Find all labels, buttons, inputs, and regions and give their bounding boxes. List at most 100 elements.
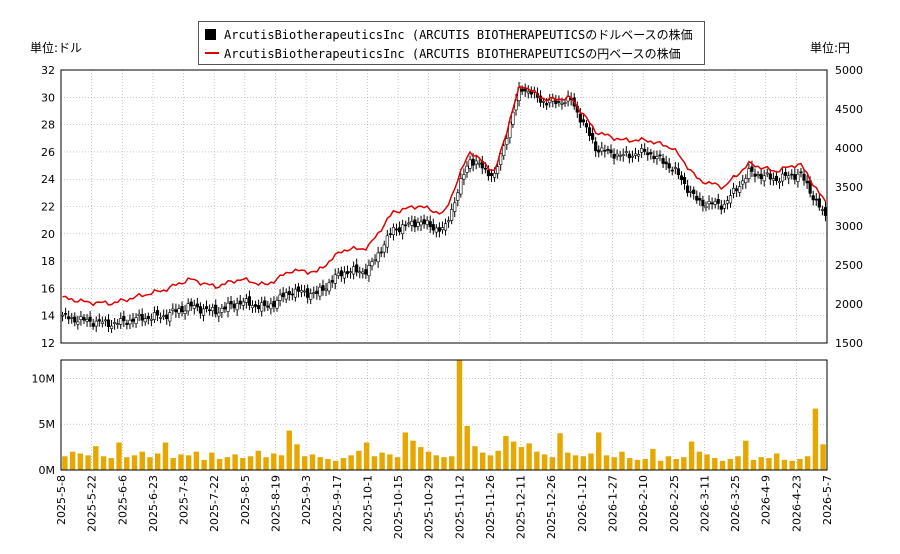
left-tick-label: 22	[41, 201, 55, 214]
candle-body	[149, 318, 153, 321]
volume-bar	[750, 459, 757, 470]
date-tick-label: 2026-5-7	[821, 475, 834, 525]
volume-bar	[247, 456, 254, 470]
volume-bar	[371, 456, 378, 470]
grid	[60, 69, 828, 471]
volume-bars	[62, 360, 826, 470]
candle-body	[591, 133, 595, 140]
candle-body	[106, 319, 111, 327]
candle-body	[489, 173, 494, 177]
volume-bar	[418, 447, 424, 470]
legend: ArcutisBiotherapeuticsInc (ARCUTIS BIOTH…	[198, 21, 705, 65]
candle-body	[676, 168, 680, 176]
candle-body	[358, 271, 362, 274]
candle-body	[324, 288, 328, 291]
date-tick-label: 2025-12-11	[515, 475, 528, 539]
date-tick-label: 2026-3-11	[698, 475, 711, 532]
candle-body	[410, 221, 414, 226]
volume-bar	[526, 443, 532, 470]
candle-body	[719, 205, 723, 210]
candle-body	[545, 103, 549, 106]
candle-body	[823, 207, 828, 216]
volume-bar	[224, 457, 231, 470]
candle-body	[336, 272, 340, 276]
candle-body	[459, 178, 463, 195]
candle-body	[450, 209, 454, 221]
candle-body	[327, 282, 331, 292]
left-tick-label: 28	[41, 119, 55, 132]
left-tick-label: 24	[41, 173, 55, 186]
candle-body	[612, 154, 616, 159]
candle-body	[428, 221, 432, 228]
candle-body	[618, 155, 622, 157]
candle-body	[762, 175, 766, 182]
candle-body	[407, 222, 411, 225]
candle-body	[526, 90, 530, 94]
candle-body	[465, 165, 469, 173]
candle-body	[738, 186, 742, 193]
volume-bar	[263, 457, 269, 470]
right-tick-label: 2000	[835, 298, 863, 311]
candle-body	[250, 305, 255, 309]
volume-bar	[626, 458, 633, 470]
volume-bar	[124, 457, 130, 470]
volume-tick-label: 5M	[39, 418, 56, 431]
candle-body	[416, 222, 420, 227]
candle-body	[266, 305, 270, 308]
date-tick-label: 2025-6-23	[147, 475, 160, 532]
date-tick-label: 2026-4-9	[760, 475, 773, 525]
candle-body	[698, 198, 702, 201]
candle-body	[174, 309, 178, 313]
candle-body	[168, 312, 172, 322]
candle-body	[180, 305, 184, 313]
candle-body	[419, 221, 423, 226]
date-tick-label: 2025-11-26	[484, 475, 497, 539]
candle-body	[425, 220, 429, 225]
candle-body	[728, 195, 733, 204]
candle-body	[376, 252, 380, 263]
candle-body	[379, 251, 383, 254]
candle-body	[321, 285, 325, 291]
volume-bar	[62, 456, 68, 470]
candle-body	[214, 304, 218, 315]
volume-bar	[665, 456, 672, 470]
candle-body	[247, 296, 252, 306]
volume-bar	[456, 360, 463, 470]
candle-body	[658, 154, 662, 157]
volume-bar	[735, 456, 741, 470]
legend-item-usd: ArcutisBiotherapeuticsInc (ARCUTIS BIOTH…	[205, 25, 693, 43]
candle-body	[339, 270, 343, 277]
candle-body	[171, 308, 175, 311]
candle-body	[686, 185, 690, 193]
candle-body	[652, 155, 656, 160]
volume-bar	[580, 456, 586, 470]
candle-body	[774, 175, 779, 182]
candle-body	[394, 228, 399, 231]
candle-body	[257, 305, 261, 310]
candle-body	[348, 271, 353, 273]
candle-body	[162, 315, 166, 317]
candle-body	[269, 303, 273, 310]
candle-body	[468, 159, 472, 169]
left-tick-label: 32	[41, 64, 55, 77]
candle-body	[299, 290, 304, 293]
volume-bar	[178, 454, 184, 470]
volume-bar	[387, 454, 393, 470]
volume-bar	[704, 454, 710, 470]
volume-bar	[302, 456, 308, 470]
volume-bar	[155, 453, 161, 470]
volume-bar	[294, 444, 300, 470]
date-tick-label: 2025-12-26	[545, 475, 558, 539]
volume-bar	[286, 430, 292, 470]
volume-bar	[642, 459, 648, 470]
volume-bar	[673, 459, 679, 470]
volume-bar	[596, 432, 602, 470]
volume-bar	[394, 457, 401, 470]
date-tick-label: 2025-8-19	[269, 475, 282, 532]
candle-body	[636, 154, 641, 157]
volume-bar	[464, 426, 470, 470]
candle-body	[725, 200, 730, 204]
candle-body	[692, 189, 696, 194]
